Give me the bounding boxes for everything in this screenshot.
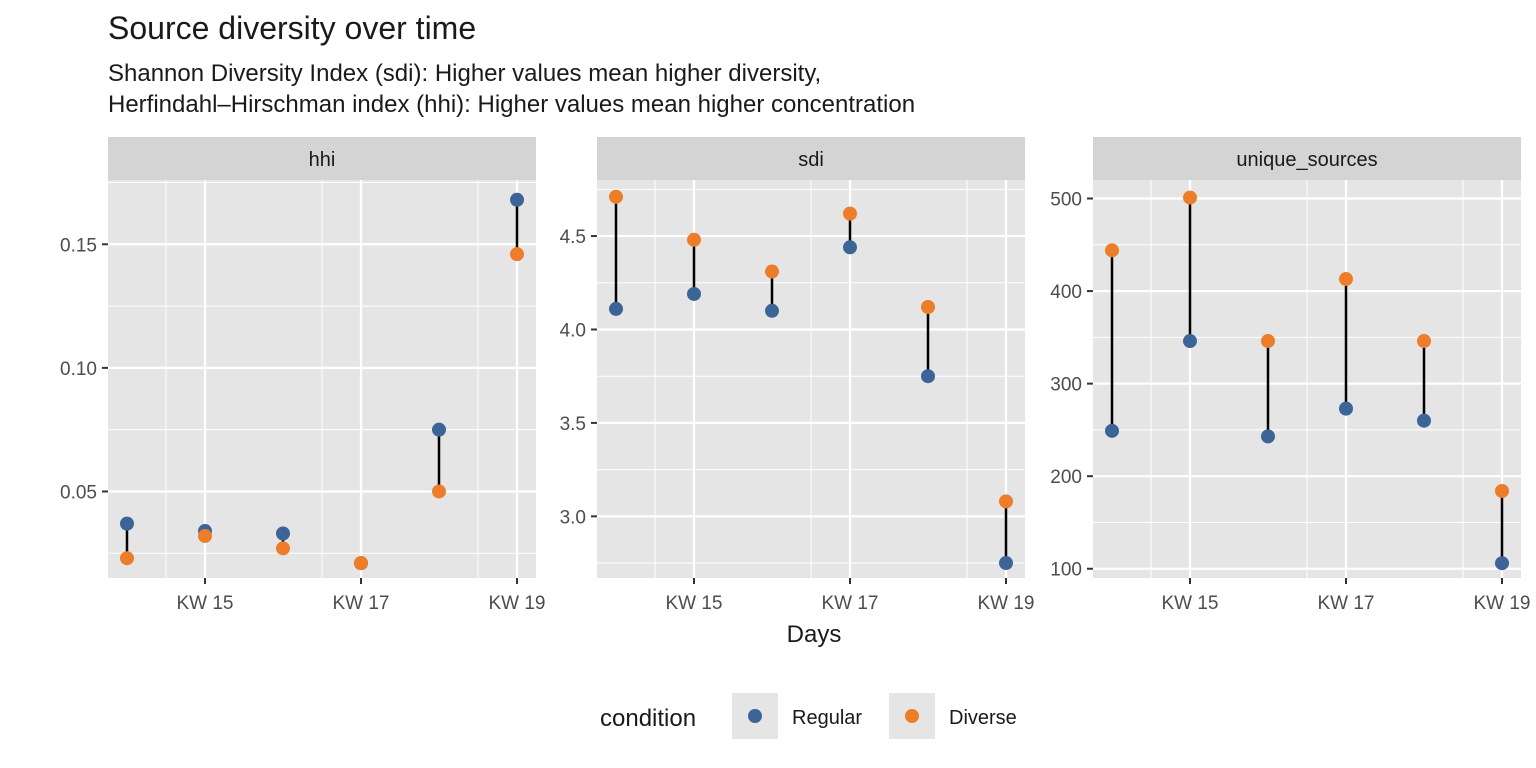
panel-data	[609, 189, 1013, 571]
point-regular	[687, 286, 701, 301]
point-regular	[276, 526, 290, 541]
point-regular	[1105, 423, 1119, 438]
y-tick-label: 0.10	[60, 359, 97, 380]
point-diverse	[1183, 190, 1197, 205]
x-tick-label: KW 15	[1161, 593, 1218, 614]
legend-key-diverse-point	[905, 709, 919, 723]
chart-title: Source diversity over time	[108, 10, 477, 46]
x-axis-title: Days	[787, 621, 842, 648]
point-diverse	[432, 484, 446, 499]
chart-subtitle-line-2: Herfindahl–Hirschman index (hhi): Higher…	[108, 91, 916, 118]
point-diverse	[1495, 483, 1509, 498]
legend-key-diverse-label: Diverse	[949, 707, 1017, 729]
panel-grid	[108, 180, 536, 578]
point-diverse	[765, 264, 779, 279]
y-tick-label: 4.5	[560, 227, 586, 248]
panel-data	[120, 192, 524, 571]
point-regular	[510, 192, 524, 207]
x-tick-label: KW 17	[332, 593, 389, 614]
point-regular	[1339, 401, 1353, 416]
legend-key-regular-point	[748, 709, 762, 723]
panel-sdi: sdi 3.0 3.5 4.0 4.5 KW 15 KW 17 KW 19	[560, 137, 1035, 614]
y-tick-label: 0.15	[60, 235, 97, 256]
point-diverse	[1417, 334, 1431, 349]
point-regular	[1417, 413, 1431, 428]
facet-strip	[108, 137, 536, 180]
x-tick-label: KW 19	[1473, 593, 1530, 614]
point-diverse	[120, 551, 134, 566]
panel-data	[1105, 190, 1509, 571]
y-tick-label: 200	[1050, 467, 1082, 488]
facet-strip-label: hhi	[309, 149, 336, 171]
point-regular	[843, 240, 857, 255]
x-tick-label: KW 19	[977, 593, 1034, 614]
y-tick-label: 300	[1050, 375, 1082, 396]
point-diverse	[1105, 243, 1119, 258]
point-regular	[432, 422, 446, 437]
x-tick-label: KW 19	[488, 593, 545, 614]
point-diverse	[1261, 334, 1275, 349]
x-tick-label: KW 15	[176, 593, 233, 614]
facet-strip-label: sdi	[798, 149, 824, 171]
point-diverse	[921, 300, 935, 315]
y-tick-label: 100	[1050, 560, 1082, 581]
point-regular	[1495, 556, 1509, 571]
y-tick-label: 500	[1050, 190, 1082, 211]
x-tick-label: KW 15	[665, 593, 722, 614]
point-regular	[1183, 334, 1197, 349]
legend-title: condition	[600, 705, 696, 732]
point-diverse	[354, 556, 368, 571]
y-tick-label: 3.5	[560, 414, 586, 435]
point-regular	[999, 556, 1013, 571]
x-tick-label: KW 17	[821, 593, 878, 614]
point-diverse	[276, 541, 290, 556]
point-regular	[921, 369, 935, 384]
point-regular	[1261, 429, 1275, 444]
point-diverse	[609, 189, 623, 204]
chart-subtitle-line-1: Shannon Diversity Index (sdi): Higher va…	[108, 60, 822, 87]
point-diverse	[510, 247, 524, 262]
y-tick-label: 400	[1050, 282, 1082, 303]
facet-strip	[1093, 137, 1521, 180]
legend: condition Regular Diverse	[600, 693, 1017, 739]
point-diverse	[999, 494, 1013, 509]
point-diverse	[687, 232, 701, 247]
point-diverse	[198, 528, 212, 543]
point-diverse	[843, 206, 857, 221]
panel-unique_sources: unique_sources 100 200 300 400 500 KW 15 KW 17 K…	[1050, 137, 1531, 614]
y-tick-label: 0.05	[60, 482, 97, 503]
x-tick-label: KW 17	[1317, 593, 1374, 614]
point-diverse	[1339, 272, 1353, 287]
point-regular	[765, 303, 779, 318]
facet-strip	[597, 137, 1025, 180]
y-tick-label: 3.0	[560, 507, 586, 528]
point-regular	[609, 301, 623, 316]
point-regular	[120, 516, 134, 531]
legend-key-regular-label: Regular	[792, 707, 862, 729]
panel-hhi: hhi 0.05 0.10 0.15 KW 15 KW 17 KW 19	[60, 137, 546, 614]
facet-strip-label: unique_sources	[1236, 149, 1377, 171]
y-tick-label: 4.0	[560, 320, 586, 341]
